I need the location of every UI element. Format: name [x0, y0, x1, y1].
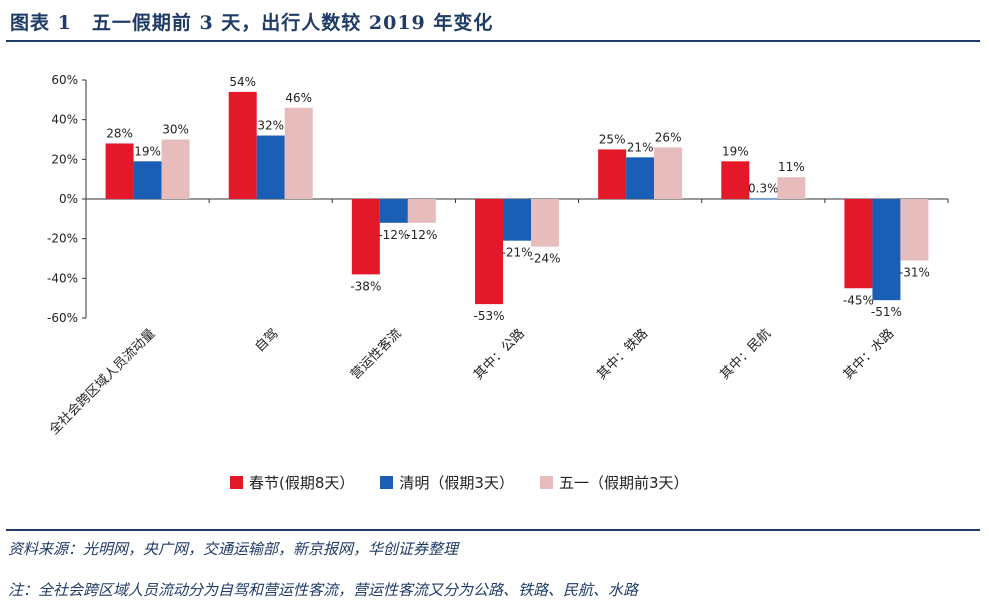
legend-item-qingming: 清明（假期3天）: [380, 472, 514, 493]
bar: [531, 199, 559, 247]
data-label: 11%: [778, 160, 805, 174]
bar-chart: 60% 40% 20% 0% -20% -40% -60% 28% 54% -38% -53% 25%…: [46, 73, 949, 438]
data-label: 21%: [627, 140, 654, 154]
data-label: 46%: [285, 91, 312, 105]
bar: [844, 199, 873, 289]
bar: [626, 157, 655, 199]
bar: [161, 139, 190, 199]
footnote: 注：全社会跨区域人员流动分为自驾和营运性客流，营运性客流又分为公路、铁路、民航、…: [8, 581, 639, 599]
data-label: 25%: [599, 132, 626, 146]
bar: [133, 161, 162, 199]
y-tick-label: 60%: [51, 73, 78, 87]
legend-item-mayday: 五一（假期前3天）: [539, 472, 689, 493]
y-tick-label: 40%: [51, 113, 78, 127]
data-label: 26%: [655, 130, 682, 144]
x-category-label: 其中：水路: [840, 326, 897, 383]
data-label: -38%: [350, 279, 381, 293]
y-tick-label: 20%: [51, 152, 78, 166]
y-tick-label: 0%: [59, 192, 78, 206]
data-label: 0.3%: [748, 181, 779, 195]
data-label: 28%: [106, 126, 133, 140]
y-tick-label: -40%: [47, 271, 78, 285]
data-label: -12%: [406, 228, 437, 242]
data-label: -51%: [871, 305, 902, 319]
data-label: -31%: [899, 265, 930, 279]
data-label: 30%: [162, 123, 189, 137]
bar: [721, 161, 750, 199]
data-label: -53%: [473, 309, 504, 323]
bar: [503, 199, 531, 241]
bar: [475, 199, 503, 305]
bar: [598, 149, 627, 199]
data-label: -45%: [843, 293, 874, 307]
bar: [900, 199, 929, 261]
legend-item-spring: 春节(假期8天）: [230, 472, 354, 493]
bar: [105, 143, 134, 199]
x-category-label: 其中：铁路: [594, 326, 651, 383]
x-category-label: 全社会跨区域人员流动量: [46, 326, 158, 438]
legend: 春节(假期8天） 清明（假期3天） 五一（假期前3天）: [230, 472, 689, 493]
y-tick-label: -20%: [47, 232, 78, 246]
legend-swatch-spring: [230, 476, 243, 489]
data-label: -21%: [501, 246, 532, 260]
bar: [749, 198, 778, 200]
footer-rule: [6, 529, 980, 531]
source-note: 资料来源：光明网，央广网，交通运输部，新京报网，华创证券整理: [8, 540, 459, 558]
legend-swatch-qingming: [380, 476, 394, 489]
bar: [284, 107, 313, 199]
bar: [379, 199, 408, 223]
x-category-label: 自驾: [253, 326, 282, 355]
legend-label-mayday: 五一（假期前3天）: [558, 474, 689, 492]
bar: [777, 177, 806, 199]
data-label: 32%: [257, 119, 284, 133]
bar: [351, 199, 380, 275]
data-label: -24%: [529, 252, 560, 266]
x-category-label: 其中：民航: [717, 326, 774, 383]
bar: [407, 199, 436, 223]
title-rule: [6, 40, 980, 42]
bar: [256, 135, 285, 199]
bar: [872, 199, 901, 301]
data-label: 19%: [134, 144, 161, 158]
x-category-label: 其中：公路: [471, 326, 528, 383]
legend-label-qingming: 清明（假期3天）: [399, 474, 514, 492]
x-category-label: 营运性客流: [347, 326, 404, 383]
chart-title: 图表 1 五一假期前 3 天，出行人数较 2019 年变化: [10, 12, 494, 34]
data-label: -12%: [378, 228, 409, 242]
data-label: 19%: [722, 144, 749, 158]
data-label: 54%: [229, 75, 256, 89]
bar: [654, 147, 683, 199]
legend-label-spring: 春节(假期8天）: [249, 474, 355, 492]
y-tick-label: -60%: [47, 311, 78, 325]
legend-swatch-mayday: [539, 476, 553, 489]
bar: [228, 91, 257, 199]
